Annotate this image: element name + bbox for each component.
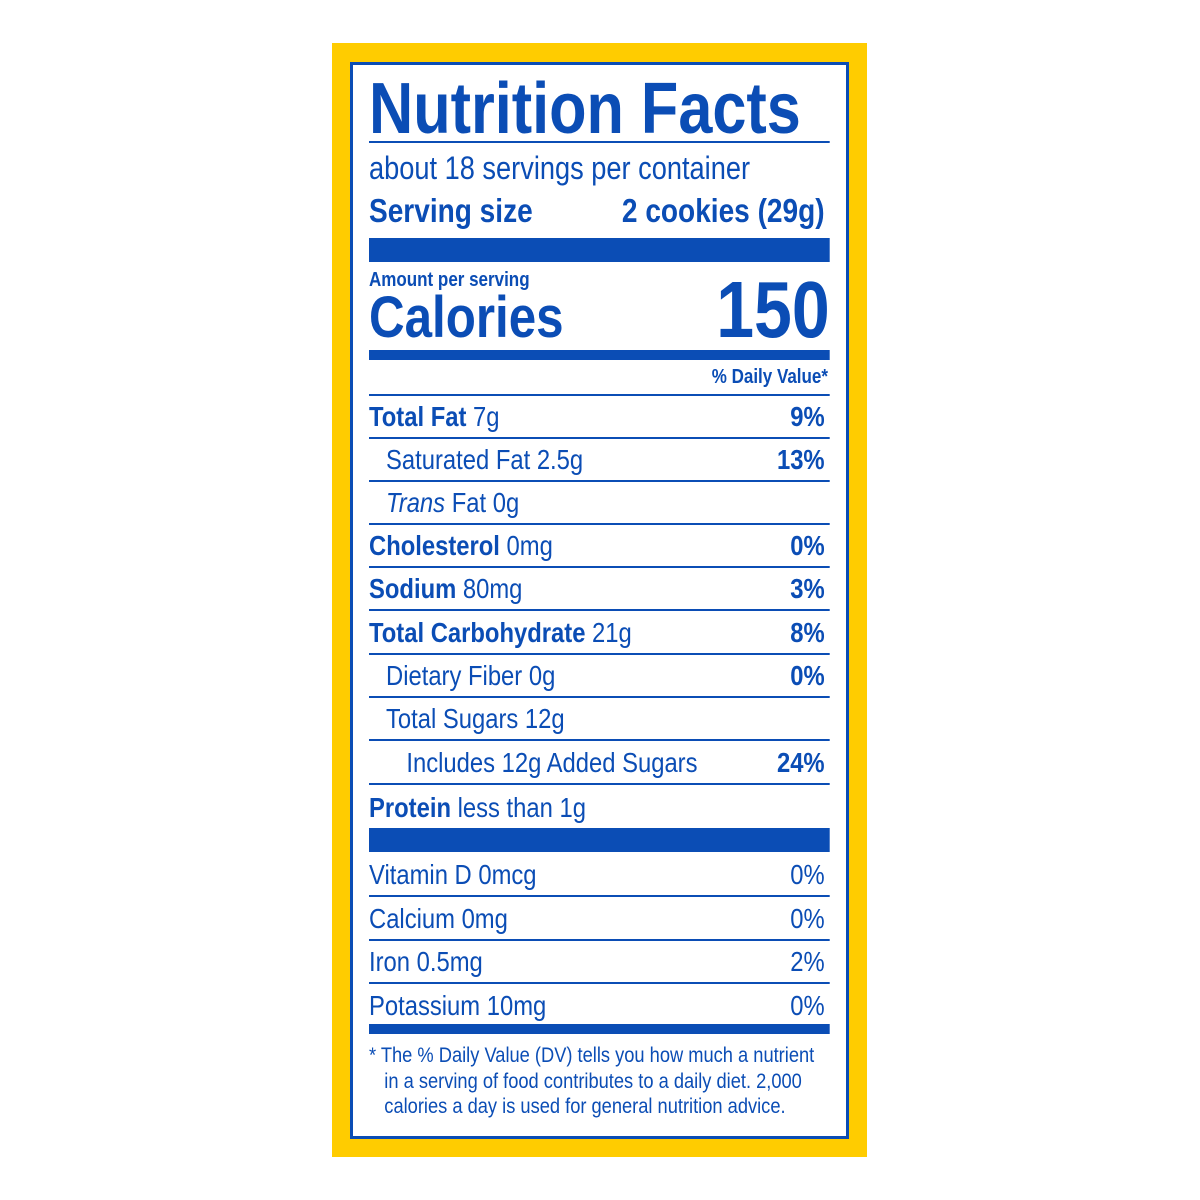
serving-size-label: Serving size	[369, 192, 533, 229]
nutrient-row-cholesterol: Cholesterol 0mg 0%	[369, 525, 830, 568]
nutrition-facts-label: Nutrition Facts about 18 servings per co…	[369, 0, 830, 1200]
nutrient-row-protein: Protein less than 1g	[369, 791, 586, 823]
nutrient-row-added-sugars: Includes 12g Added Sugars 24%	[369, 742, 830, 785]
serving-size-value: 2 cookies (29g)	[621, 192, 825, 229]
nutrient-row-total-carbohydrate: Total Carbohydrate 21g 8%	[369, 612, 830, 655]
nutrient-row-total-fat: Total Fat 7g 9%	[369, 396, 830, 439]
serving-size: Serving size 2 cookies (29g)	[369, 192, 830, 230]
nutrient-row-sodium: Sodium 80mg 3%	[369, 568, 830, 611]
label-title: Nutrition Facts	[369, 69, 801, 149]
amount-per-serving: Amount per serving	[369, 269, 530, 291]
thick-divider	[369, 828, 830, 852]
medium-divider	[369, 350, 830, 360]
vitamin-row-iron: Iron 0.5mg 2%	[369, 941, 830, 984]
vitamin-row-potassium: Potassium 10mg 0%	[369, 989, 825, 1021]
nutrient-row-saturated-fat: Saturated Fat 2.5g 13%	[369, 439, 830, 482]
nutrient-row-trans-fat: Trans Fat 0g	[369, 482, 830, 525]
medium-divider	[369, 1024, 830, 1034]
daily-value-header: % Daily Value*	[711, 366, 828, 388]
vitamin-row-vitamin-d: Vitamin D 0mcg 0%	[369, 854, 830, 897]
servings-per-container: about 18 servings per container	[369, 150, 751, 186]
calories-label: Calories	[369, 285, 564, 350]
nutrient-row-dietary-fiber: Dietary Fiber 0g 0%	[369, 655, 830, 698]
calories-value: 150	[716, 265, 830, 354]
vitamin-row-calcium: Calcium 0mg 0%	[369, 898, 830, 941]
nutrient-row-total-sugars: Total Sugars 12g	[369, 698, 830, 741]
footnote: * The % Daily Value (DV) tells you how m…	[369, 1043, 815, 1118]
thick-divider	[369, 238, 830, 262]
